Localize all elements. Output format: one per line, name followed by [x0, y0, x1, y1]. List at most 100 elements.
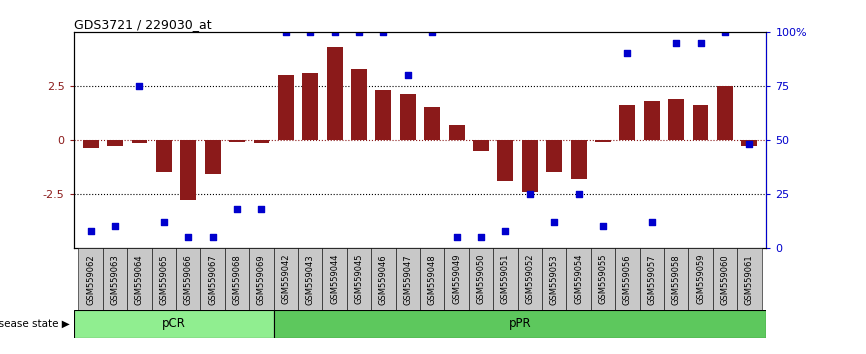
Text: GSM559056: GSM559056 [623, 254, 632, 305]
Text: GSM559047: GSM559047 [404, 254, 412, 305]
Text: GSM559054: GSM559054 [574, 254, 583, 304]
Bar [591, 248, 615, 310]
Bar [444, 248, 469, 310]
Bar [83, 140, 99, 148]
Point [279, 29, 293, 35]
Bar [522, 140, 538, 192]
Bar [693, 105, 708, 140]
Bar [566, 248, 591, 310]
Bar [180, 140, 197, 200]
Text: GSM559065: GSM559065 [159, 254, 168, 305]
Bar [200, 248, 225, 310]
Point [742, 141, 756, 147]
Text: pCR: pCR [162, 318, 185, 330]
Bar [571, 140, 586, 179]
Bar [326, 47, 343, 140]
Text: GSM559044: GSM559044 [330, 254, 339, 304]
Bar [176, 248, 200, 310]
Text: GSM559055: GSM559055 [598, 254, 607, 304]
Bar [737, 248, 761, 310]
Point [84, 228, 98, 233]
Bar [424, 107, 440, 140]
Point [108, 223, 122, 229]
Text: GSM559061: GSM559061 [745, 254, 753, 305]
Text: GSM559050: GSM559050 [476, 254, 486, 304]
Bar [322, 248, 346, 310]
Text: GSM559063: GSM559063 [111, 254, 120, 305]
Text: GSM559057: GSM559057 [647, 254, 656, 305]
Bar [79, 248, 103, 310]
Text: disease state ▶: disease state ▶ [0, 319, 69, 329]
Bar [229, 140, 245, 142]
Bar [713, 248, 737, 310]
Bar [254, 140, 269, 143]
Text: GSM559051: GSM559051 [501, 254, 510, 304]
Point [327, 29, 341, 35]
Point [401, 72, 415, 78]
Point [645, 219, 659, 225]
Text: GSM559049: GSM559049 [452, 254, 461, 304]
Bar [640, 248, 664, 310]
Text: GSM559058: GSM559058 [672, 254, 681, 305]
Point [474, 234, 488, 240]
Bar [396, 248, 420, 310]
Bar [473, 140, 489, 151]
Text: GSM559068: GSM559068 [233, 254, 242, 305]
Bar [351, 69, 367, 140]
Bar [615, 248, 640, 310]
Bar [132, 140, 147, 143]
Text: GSM559052: GSM559052 [526, 254, 534, 304]
Text: GDS3721 / 229030_at: GDS3721 / 229030_at [74, 18, 211, 31]
Bar [278, 75, 294, 140]
Bar [688, 248, 713, 310]
Bar [741, 140, 757, 146]
Bar [249, 248, 274, 310]
Point [694, 40, 708, 45]
Text: pPR: pPR [508, 318, 532, 330]
Bar [298, 248, 322, 310]
Point [596, 223, 610, 229]
Bar [103, 248, 127, 310]
Text: GSM559045: GSM559045 [354, 254, 364, 304]
Text: GSM559062: GSM559062 [87, 254, 95, 305]
Bar [204, 140, 221, 175]
Point [230, 206, 244, 212]
Bar [107, 140, 123, 146]
Bar [372, 248, 396, 310]
Text: GSM559067: GSM559067 [208, 254, 217, 305]
Bar [542, 248, 566, 310]
Point [206, 234, 220, 240]
Bar [518, 248, 542, 310]
Point [377, 29, 391, 35]
Point [669, 40, 683, 45]
Point [499, 228, 513, 233]
Text: GSM559059: GSM559059 [696, 254, 705, 304]
Text: GSM559046: GSM559046 [379, 254, 388, 305]
Text: GSM559060: GSM559060 [721, 254, 729, 305]
Bar [376, 90, 391, 140]
Text: GSM559042: GSM559042 [281, 254, 290, 304]
Point [303, 29, 317, 35]
Bar [420, 248, 444, 310]
Bar [152, 248, 176, 310]
Text: GSM559069: GSM559069 [257, 254, 266, 305]
Point [181, 234, 195, 240]
Bar [449, 125, 464, 140]
Bar [595, 140, 611, 142]
Bar [669, 99, 684, 140]
Point [523, 191, 537, 197]
Point [132, 83, 146, 88]
Point [255, 206, 268, 212]
Point [547, 219, 561, 225]
Bar [619, 105, 636, 140]
Point [718, 29, 732, 35]
Bar [302, 73, 318, 140]
Point [449, 234, 463, 240]
Bar [717, 86, 733, 140]
Text: GSM559043: GSM559043 [306, 254, 314, 305]
Bar [74, 310, 274, 338]
Point [352, 29, 366, 35]
Text: GSM559064: GSM559064 [135, 254, 144, 305]
Bar [346, 248, 372, 310]
Bar [546, 140, 562, 172]
